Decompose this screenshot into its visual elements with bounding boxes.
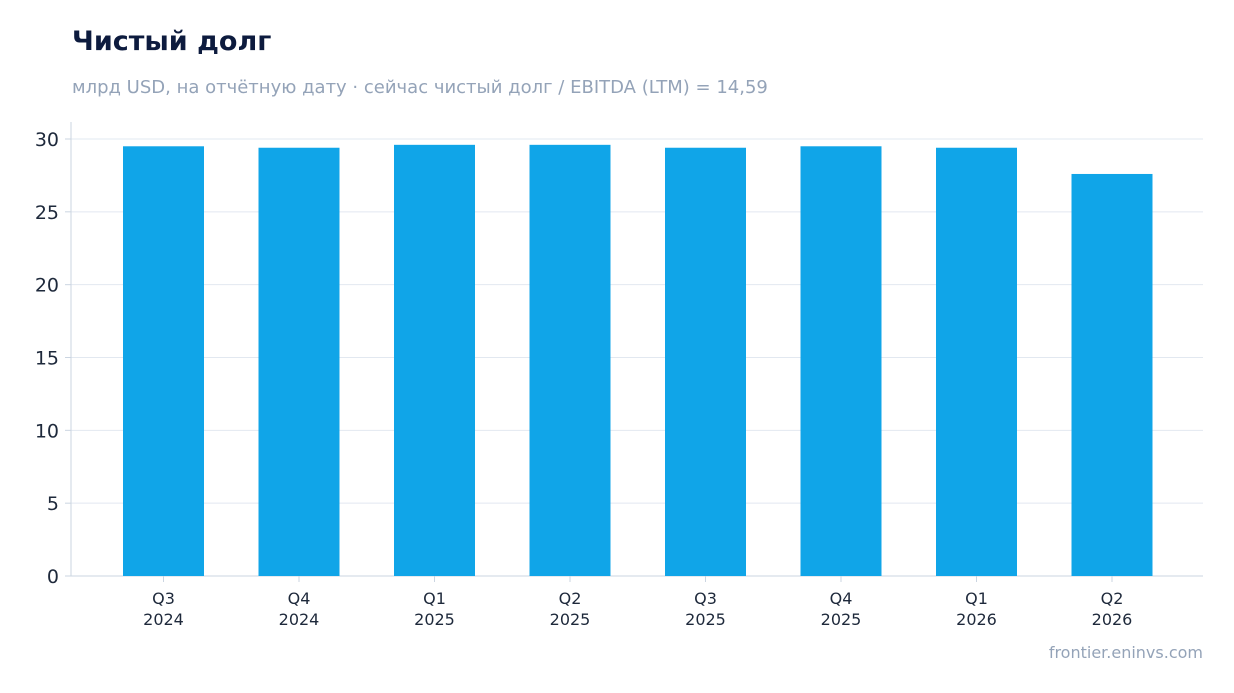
x-tick-label-year: 2026 [1092,610,1133,629]
y-tick-label: 0 [47,566,59,588]
x-tick-label: Q1 [423,589,446,608]
x-tick-label: Q4 [288,589,311,608]
bar [123,146,204,577]
bar [665,147,746,577]
y-tick-label: 20 [35,275,59,297]
x-tick-label: Q3 [152,589,175,608]
y-tick-label: 5 [47,493,59,515]
x-tick-label: Q1 [965,589,988,608]
x-tick-label-year: 2025 [414,610,455,629]
bar [529,144,611,576]
x-tick-label: Q3 [694,589,717,608]
x-tick-label: Q2 [559,589,582,608]
x-tick-label-year: 2025 [685,610,726,629]
bar [394,144,475,576]
x-tick-label-year: 2024 [279,610,320,629]
y-tick-label: 10 [35,420,59,442]
x-tick-label: Q4 [830,589,853,608]
x-tick-label-year: 2026 [956,610,997,629]
x-tick-label-year: 2025 [821,610,862,629]
x-tick-label-year: 2025 [550,610,591,629]
bar [936,147,1017,577]
y-tick-label: 15 [35,348,59,370]
source-link[interactable]: frontier.eninvs.com [1048,643,1203,662]
y-tick-label: 25 [35,202,59,224]
chart-title: Чистый долг [72,26,272,57]
x-tick-label: Q2 [1101,589,1124,608]
bar [1071,173,1153,576]
y-tick-label: 30 [35,129,59,151]
x-tick-label-year: 2024 [143,610,184,629]
bar [258,147,340,577]
chart-subtitle: млрд USD, на отчётную дату · сейчас чист… [72,77,768,98]
bar [800,146,882,577]
